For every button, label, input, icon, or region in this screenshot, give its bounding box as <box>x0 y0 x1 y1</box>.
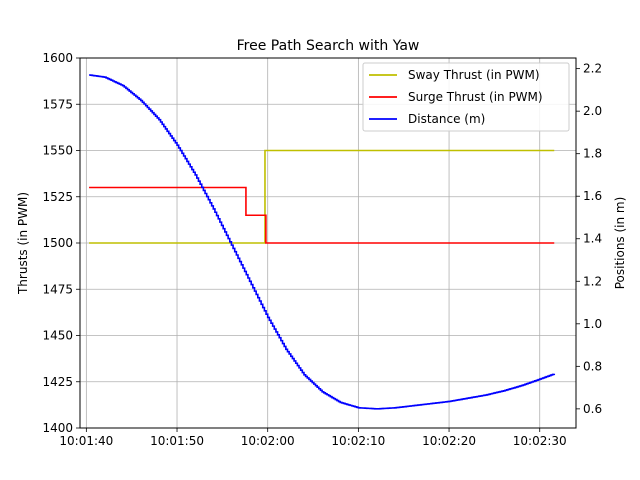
x-tick-label: 10:01:40 <box>59 434 113 448</box>
series-layer <box>89 74 556 410</box>
y-right-tick-label: 1.4 <box>583 232 602 246</box>
chart-title: Free Path Search with Yaw <box>237 38 420 54</box>
legend-box <box>362 62 570 132</box>
legend-label-1: Surge Thrust (in PWM) <box>408 90 543 104</box>
y-left-tick-label: 1575 <box>42 97 73 111</box>
ticks-layer: 10:01:40 10:01:50 10:02:00 10:02:10 10:02:20… <box>42 51 602 448</box>
y-right-tick-label: 0.8 <box>583 359 602 373</box>
legend-label-0: Sway Thrust (in PWM) <box>408 68 540 82</box>
series-line-2 <box>89 74 556 410</box>
y-right-tick-label: 1.2 <box>583 274 602 288</box>
y-right-tick-label: 1.0 <box>583 317 602 331</box>
y-right-tick-label: 1.6 <box>583 189 602 203</box>
y-right-tick-label: 2.2 <box>583 62 602 76</box>
x-tick-label: 10:02:20 <box>422 434 476 448</box>
y-left-tick-label: 1600 <box>42 51 73 65</box>
x-tick-label: 10:02:30 <box>513 434 567 448</box>
y-right-tick-label: 2.0 <box>583 104 602 118</box>
y-axis-left-label: Thrusts (in PWM) <box>16 192 30 295</box>
y-right-tick-label: 0.6 <box>583 402 602 416</box>
legend-label-2: Distance (m) <box>408 112 485 126</box>
y-left-tick-label: 1475 <box>42 282 73 296</box>
legend: Sway Thrust (in PWM) Surge Thrust (in PWM… <box>362 62 570 132</box>
x-tick-label: 10:02:00 <box>241 434 295 448</box>
y-right-tick-label: 1.8 <box>583 147 602 161</box>
x-tick-label: 10:02:10 <box>331 434 385 448</box>
y-left-tick-label: 1425 <box>42 375 73 389</box>
y-axis-right-label: Positions (in m) <box>613 197 627 290</box>
legend-entries: Sway Thrust (in PWM) Surge Thrust (in PWM… <box>369 68 543 126</box>
y-left-tick-label: 1525 <box>42 190 73 204</box>
y-left-tick-label: 1550 <box>42 144 73 158</box>
series-line-1 <box>89 186 555 244</box>
y-left-tick-label: 1500 <box>42 236 73 250</box>
y-left-tick-label: 1450 <box>42 329 73 343</box>
series-line-0 <box>89 149 555 244</box>
y-left-tick-label: 1400 <box>42 421 73 435</box>
x-tick-label: 10:01:50 <box>150 434 204 448</box>
